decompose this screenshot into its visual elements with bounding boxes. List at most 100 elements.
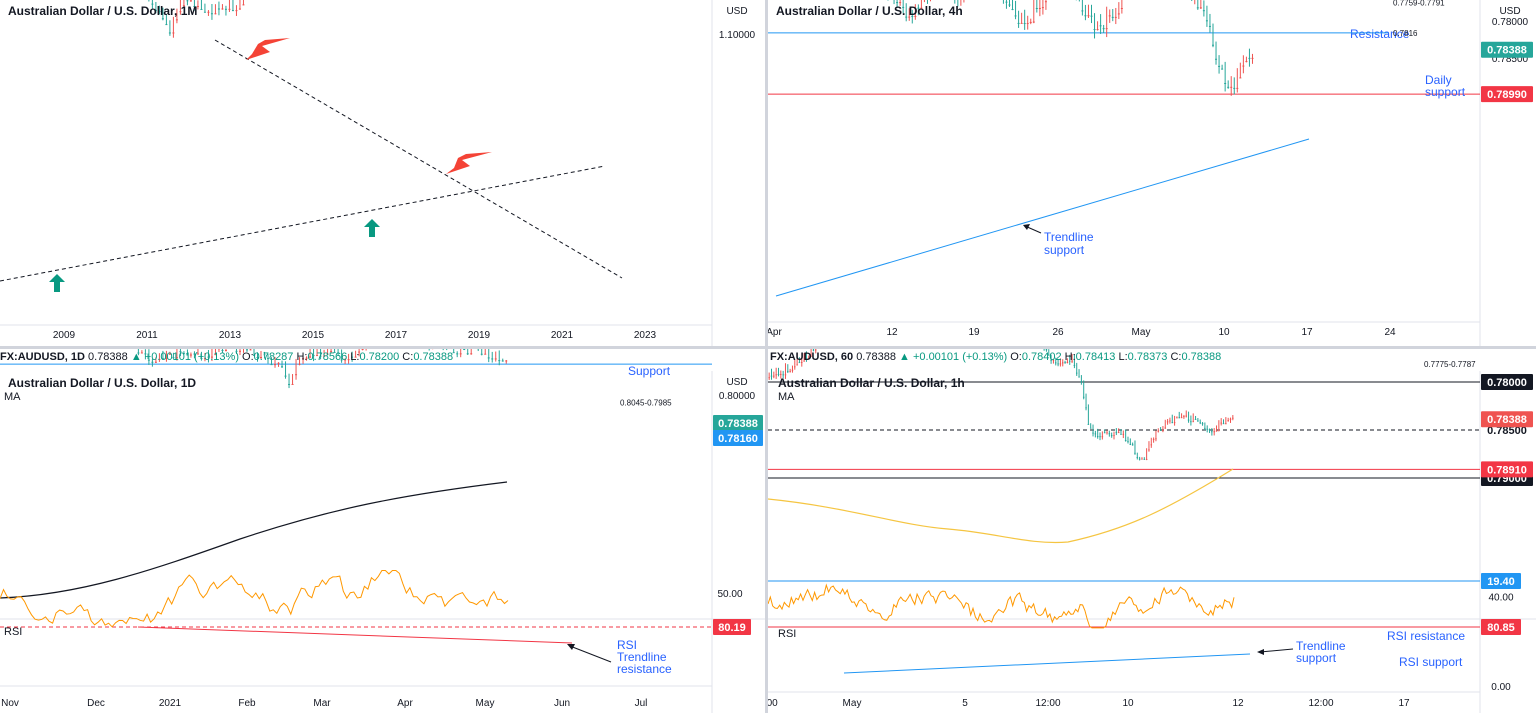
monthly-chart[interactable]: USD1.100001.000000.900000.800000.700000.… (0, 0, 765, 346)
candle-body (1017, 22, 1020, 24)
candle-body (323, 355, 326, 357)
candle-body (908, 16, 911, 18)
high-value: 0.78413 (1075, 351, 1116, 363)
candle-body (158, 358, 161, 360)
ma-label: MA (778, 391, 795, 403)
candle-body (179, 11, 182, 13)
candle-body (1178, 417, 1180, 419)
candle-body (905, 16, 908, 18)
candle-body (168, 353, 171, 355)
x-tick-label: 2023 (634, 330, 657, 341)
price-tag-bg (1481, 374, 1533, 390)
high-value: 0.78566 (307, 351, 348, 363)
candle-body (1089, 427, 1092, 429)
long-term-trendline (0, 165, 606, 282)
candle-body (1093, 29, 1096, 31)
x-tick-label: 2015 (302, 330, 325, 341)
resistance-tag-bg (1481, 86, 1533, 103)
x-tick-label: 12 (1232, 698, 1244, 709)
x-tick-label: May (1132, 327, 1151, 338)
candle-body (263, 354, 266, 356)
candle-body (1108, 433, 1111, 435)
candle-body (1059, 363, 1062, 365)
candle-body (1131, 444, 1134, 446)
arrow-down-icon (446, 152, 492, 174)
candle-body (340, 359, 343, 361)
candle-body (784, 374, 787, 376)
candle-body (1248, 57, 1251, 59)
x-tick-label: 2017 (385, 330, 408, 341)
candle-body (1096, 435, 1099, 437)
rsi-trendline (843, 653, 1251, 674)
candle-body (1138, 458, 1141, 460)
candle-body (470, 353, 473, 355)
candle-body (1005, 1, 1008, 3)
candle-body (1103, 432, 1106, 434)
candle-body (270, 364, 273, 366)
candle-body (1145, 458, 1148, 460)
4h-chart[interactable]: USD0.785000.780000.775000.770000.765000.… (768, 0, 1536, 346)
trendline-annotation: support (1296, 651, 1337, 665)
candle-body (1014, 15, 1017, 17)
chart-title: Australian Dollar / U.S. Dollar, 1h (778, 376, 965, 390)
candle-body (1055, 362, 1057, 364)
candle-body (487, 357, 490, 359)
candle-body (1050, 359, 1052, 361)
x-tick-label: 2013 (219, 330, 242, 341)
candle-body (224, 8, 227, 10)
candle-body (1185, 415, 1187, 417)
candle-body (1122, 433, 1125, 435)
x-tick-label: 2021 (551, 330, 574, 341)
daily-chart[interactable]: USDMA0.800000.760000.740000.720000.70000… (0, 349, 765, 713)
candle-body (787, 370, 789, 372)
close-value: 0.78388 (1181, 351, 1222, 363)
candle-body (298, 363, 301, 365)
rsi-label: RSI (4, 626, 22, 638)
candle-body (1136, 457, 1139, 459)
candle-body (281, 366, 284, 368)
arrow-up-icon (49, 274, 65, 292)
x-tick-label: Jul (635, 698, 648, 709)
candle-body (277, 362, 280, 364)
rsi-tag-bg (1481, 619, 1521, 635)
candle-body (1148, 449, 1150, 451)
candle-body (238, 8, 241, 10)
hourly-chart[interactable]: MAUSD2:00May512:00101212:00170.7775-0.77… (768, 349, 1536, 713)
candle-body (1102, 28, 1105, 30)
candle-body (207, 356, 210, 358)
candle-body (1115, 432, 1118, 434)
candle-body (305, 357, 308, 359)
candle-body (267, 358, 270, 360)
candle-body (1082, 396, 1085, 398)
candle-body (200, 358, 203, 360)
candle-body (333, 351, 336, 353)
candle-body (1180, 417, 1183, 419)
candle-body (1120, 7, 1123, 9)
candle-body (1152, 438, 1155, 440)
candle-body (1094, 433, 1097, 435)
candle-body (203, 11, 206, 13)
candle-body (291, 383, 294, 385)
support-tag-bg (713, 430, 763, 446)
candle-body (1225, 423, 1227, 425)
candle-body (1032, 21, 1035, 23)
zone-label: 0.7759-0.7791 (1393, 0, 1445, 8)
candle-body (158, 10, 161, 12)
candle-body (168, 32, 171, 34)
y-tick-label: 0.78000 (1492, 17, 1529, 28)
candle-body (1085, 407, 1087, 409)
candle-body (1008, 4, 1011, 6)
candle-body (238, 350, 241, 352)
currency-label: USD (726, 377, 747, 388)
pane-divider-vertical[interactable] (765, 0, 768, 713)
zone-label: 0.8045-0.7985 (620, 399, 672, 408)
candle-body (1127, 441, 1129, 443)
pane-divider-horizontal[interactable] (0, 346, 1536, 349)
candle-body (789, 370, 791, 372)
arrow-head-icon (1023, 224, 1030, 230)
x-tick-label: 19 (968, 327, 980, 338)
moving-average-line (0, 481, 508, 599)
last-price: 0.78388 (88, 351, 128, 363)
zone-label: 0.7775-0.7787 (1424, 360, 1476, 369)
candle-body (245, 349, 248, 351)
